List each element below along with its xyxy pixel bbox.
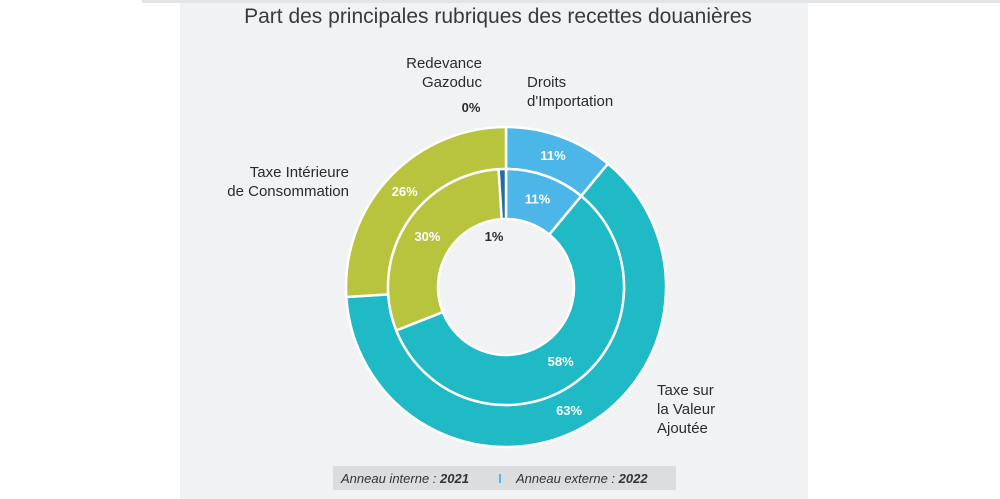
category-label-redevance-gazoduc: Gazoduc [422,74,483,91]
category-label-redevance-gazoduc: Redevance [406,55,482,72]
outer-value-label-redevance-gazoduc: 0% [462,100,481,115]
inner-slice-redevance-gazoduc [497,167,508,221]
legend-inner: Anneau interne : 2021 [340,471,469,486]
inner-slice-tva [395,194,626,407]
inner-slice-tic [386,167,503,332]
category-label-droits-importation: Droits [527,74,566,91]
category-label-tva: Ajoutée [657,420,708,437]
legend-inner-label: Anneau interne : [340,471,440,486]
category-label-tic: de Consommation [227,183,349,200]
inner-value-label-redevance-gazoduc: 1% [485,229,504,244]
value-labels: 11% 58% 30% 11% 63% 26% 1% 0% [392,100,583,418]
category-label-tic: Taxe Intérieure [250,164,349,181]
category-label-tva: Taxe sur [657,382,714,399]
legend-box [333,466,676,490]
inner-value-label-droits-importation: 11% [525,191,551,206]
chart-title: Part des principales rubriques des recet… [244,5,752,28]
outer-value-label-tva: 63% [556,403,582,418]
legend-outer-year: 2022 [618,471,649,486]
legend: Anneau interne : 2021 I Anneau externe :… [333,466,676,490]
inner-value-label-tic: 30% [414,229,440,244]
outer-value-label-tic: 26% [392,184,418,199]
top-rule [142,0,1000,3]
inner-value-label-tva: 58% [548,354,574,369]
inner-ring [386,167,626,407]
legend-outer: Anneau externe : 2022 [515,471,648,486]
legend-separator: I [498,471,502,486]
category-label-tva: la Valeur [657,401,715,418]
legend-inner-year: 2021 [439,471,469,486]
outer-value-label-droits-importation: 11% [540,148,566,163]
legend-outer-label: Anneau externe : [515,471,619,486]
category-label-droits-importation: d'Importation [527,93,613,110]
category-labels: Droits d'Importation Taxe sur la Valeur Ajou… [227,55,715,437]
